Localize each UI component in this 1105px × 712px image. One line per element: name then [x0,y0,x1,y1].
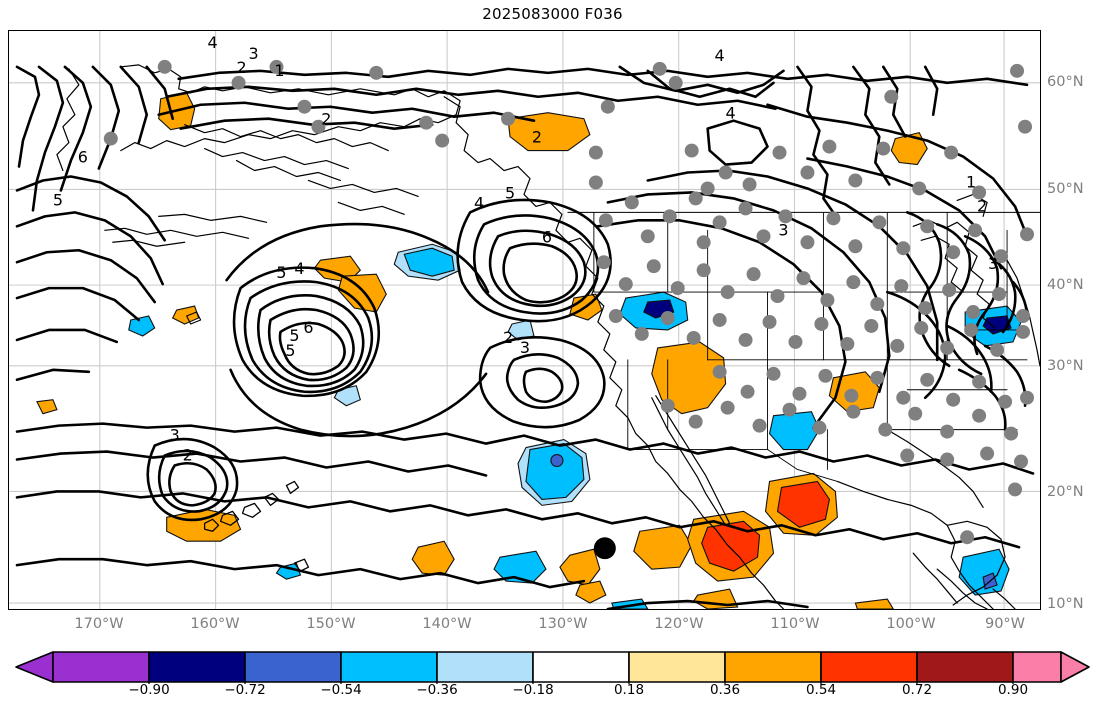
svg-text:4: 4 [474,193,484,212]
cb-tick-label-8: 0.72 [901,682,933,698]
cb-seg-8 [820,651,918,683]
cb-tick-label-9: 0.90 [997,682,1029,698]
cb-tick-label-5: 0.18 [613,682,645,698]
lon-tick-140w: 140°W [422,616,472,632]
cb-tick-label-2: −0.54 [320,682,362,698]
svg-text:3: 3 [248,44,258,63]
svg-text:3: 3 [778,220,788,239]
cb-seg-7 [724,651,822,683]
svg-text:1: 1 [274,61,284,80]
map-canvas[interactable]: 4 3 2 1 2 4 4 1 2 3 3 4 5 6 4 5 6 5 6 5 [9,31,1040,609]
cb-tick-label-6: 0.36 [709,682,741,698]
contour-labels: 4 3 2 1 2 4 4 1 2 3 3 4 5 6 4 5 6 5 6 5 [53,33,998,465]
lon-tick-160w: 160°W [190,616,240,632]
lat-tick-40n: 40°N [1047,277,1084,293]
lat-tick-20n: 20°N [1047,484,1084,500]
cb-seg-4 [436,651,534,683]
lon-tick-100w: 100°W [886,616,936,632]
cb-tick-label-4: −0.18 [512,682,554,698]
lon-tick-130w: 130°W [538,616,588,632]
storm-marker[interactable] [593,537,616,560]
cb-tick-label-1: −0.72 [224,682,266,698]
cb-seg-1 [148,651,246,683]
svg-text:2: 2 [321,110,331,129]
cb-seg-10 [1012,651,1062,683]
cb-seg-2 [244,651,342,683]
cb-tick-label-7: 0.54 [805,682,837,698]
lat-tick-60n: 60°N [1047,74,1084,90]
anomaly-shading [36,92,1022,609]
lat-tick-30n: 30°N [1047,358,1084,374]
svg-text:1: 1 [966,172,976,191]
colorbar-ticks [148,682,1014,684]
svg-text:4: 4 [208,33,218,52]
svg-text:2: 2 [183,446,193,465]
cb-seg-0 [52,651,150,683]
lon-tick-110w: 110°W [770,616,820,632]
svg-text:5: 5 [276,263,286,282]
svg-text:5: 5 [289,326,299,345]
svg-text:5: 5 [505,183,515,202]
lat-tick-50n: 50°N [1047,181,1084,197]
svg-text:6: 6 [542,227,552,246]
svg-text:6: 6 [78,148,88,167]
colorbar[interactable] [8,650,1097,684]
svg-text:2: 2 [503,328,513,347]
contour-lines [15,65,1035,609]
page-title: 2025083000 F036 [482,5,623,23]
svg-text:2: 2 [236,58,246,77]
colorbar-swatches [15,651,1090,683]
svg-text:4: 4 [726,104,736,123]
lon-tick-120w: 120°W [654,616,704,632]
cb-tick-label-3: −0.36 [416,682,458,698]
cb-seg-6 [628,651,726,683]
svg-text:4: 4 [294,259,304,278]
cb-seg-5 [532,651,630,683]
lon-tick-170w: 170°W [74,616,124,632]
cb-seg-9 [916,651,1014,683]
lon-tick-150w: 150°W [306,616,356,632]
svg-text:5: 5 [285,341,295,360]
svg-text:3: 3 [520,338,530,357]
colorbar-extend-min [15,651,54,683]
cb-seg-3 [340,651,438,683]
svg-text:6: 6 [303,318,313,337]
svg-text:3: 3 [988,254,998,273]
lon-tick-90w: 90°W [984,616,1026,632]
svg-text:2: 2 [977,196,987,215]
colorbar-canvas [15,651,1090,684]
lat-tick-10n: 10°N [1047,596,1084,612]
station-markers [103,59,1035,545]
svg-text:5: 5 [53,190,63,209]
svg-text:2: 2 [532,128,542,147]
colorbar-extend-max [1060,651,1090,683]
map-panel[interactable]: 4 3 2 1 2 4 4 1 2 3 3 4 5 6 4 5 6 5 6 5 [8,30,1041,610]
svg-text:4: 4 [715,46,725,65]
svg-text:3: 3 [170,426,180,445]
cb-tick-label-0: −0.90 [128,682,170,698]
